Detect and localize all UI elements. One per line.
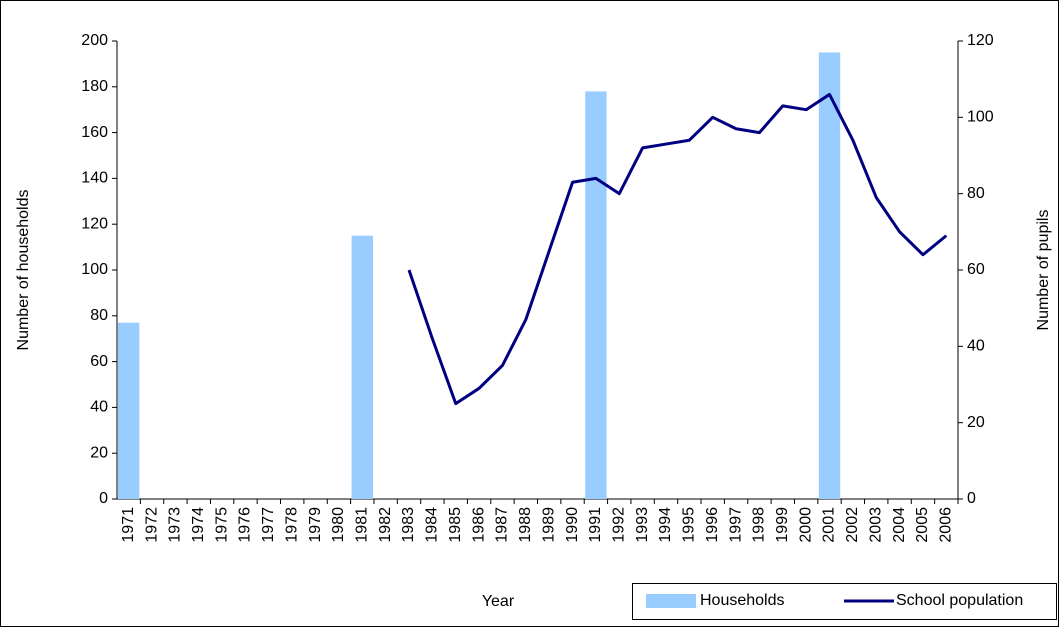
y2-tick-label: 20: [967, 414, 985, 431]
y2-tick-label: 100: [967, 109, 994, 126]
x-tick-label: 2005: [914, 507, 931, 543]
y-tick-label: 20: [90, 444, 108, 461]
x-tick-label: 1985: [447, 507, 464, 543]
x-tick-label: 1975: [213, 507, 230, 543]
legend-label: School population: [896, 592, 1023, 609]
x-tick-label: 1988: [517, 507, 534, 543]
x-tick-label: 1972: [143, 507, 160, 543]
y-tick-label: 60: [90, 353, 108, 370]
x-tick-label: 1973: [167, 507, 184, 543]
x-tick-label: 1980: [330, 507, 347, 543]
x-tick-label: 2003: [867, 507, 884, 543]
x-tick-label: 1983: [400, 507, 417, 543]
x-tick-label: 1994: [657, 507, 674, 543]
y2-tick-label: 40: [967, 338, 985, 355]
y2-tick-label: 120: [967, 32, 994, 49]
x-tick-label: 1989: [540, 507, 557, 543]
x-tick-label: 1996: [704, 507, 721, 543]
x-tick-label: 2002: [844, 507, 861, 543]
bar: [351, 235, 373, 499]
y2-tick-label: 80: [967, 185, 985, 202]
x-tick-label: 1990: [564, 507, 581, 543]
x-tick-label: 2004: [891, 507, 908, 543]
x-tick-label: 1991: [587, 507, 604, 543]
line: [407, 92, 948, 406]
y-tick-label: 200: [81, 32, 108, 49]
legend-swatch: [646, 594, 696, 608]
y-tick-label: 40: [90, 399, 108, 416]
x-tick-label: 1984: [424, 507, 441, 543]
y-tick-label: 100: [81, 261, 108, 278]
x-tick-label: 1997: [727, 507, 744, 543]
y-tick-label: 0: [99, 490, 108, 507]
x-tick-label: 1978: [283, 507, 300, 543]
x-tick-label: 2000: [797, 507, 814, 543]
y-tick-label: 120: [81, 215, 108, 232]
x-tick-label: 1977: [260, 507, 277, 543]
x-tick-label: 1982: [377, 507, 394, 543]
bar: [118, 322, 140, 499]
x-tick-label: 1999: [774, 507, 791, 543]
y2-tick-label: 60: [967, 261, 985, 278]
y-axis-title: Number of households: [15, 190, 32, 351]
x-tick-label: 1974: [190, 507, 207, 543]
x-tick-label: 1992: [610, 507, 627, 543]
x-tick-label: 1986: [470, 507, 487, 543]
x-tick-label: 2006: [938, 507, 955, 543]
y2-axis-title: Number of pupils: [1035, 210, 1052, 331]
x-tick-label: 1971: [120, 507, 137, 543]
y-tick-label: 140: [81, 170, 108, 187]
bar: [818, 52, 841, 499]
y2-tick-label: 0: [967, 490, 976, 507]
x-tick-label: 1995: [681, 507, 698, 543]
y-tick-label: 160: [81, 124, 108, 141]
x-tick-label: 1987: [494, 507, 511, 543]
x-tick-label: 1976: [237, 507, 254, 543]
x-tick-label: 1998: [751, 507, 768, 543]
x-axis-title: Year: [482, 593, 515, 610]
x-tick-label: 1993: [634, 507, 651, 543]
legend-label: Households: [700, 592, 785, 609]
x-tick-label: 1979: [307, 507, 324, 543]
x-tick-label: 1981: [354, 507, 371, 543]
y-tick-label: 180: [81, 78, 108, 95]
y-tick-label: 80: [90, 307, 108, 324]
bar: [585, 91, 607, 499]
x-tick-label: 2001: [821, 507, 838, 543]
